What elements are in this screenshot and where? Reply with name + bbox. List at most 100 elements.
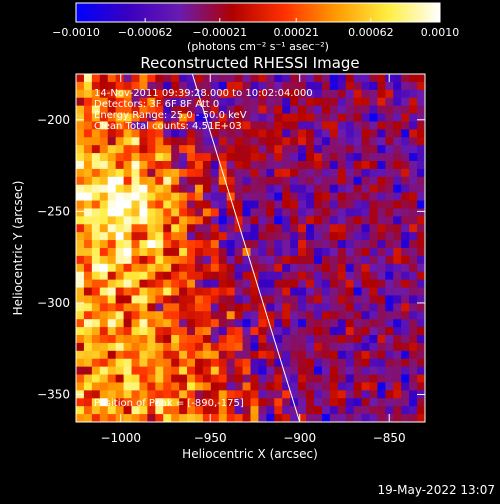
heatmap-cell — [115, 295, 125, 304]
heatmap-cell — [345, 145, 355, 154]
heatmap-cell — [258, 358, 267, 368]
heatmap-cell — [83, 406, 93, 415]
heatmap-cell — [353, 327, 363, 336]
heatmap-cell — [353, 358, 363, 368]
heatmap-cell — [321, 248, 331, 257]
heatmap-cell — [369, 271, 378, 281]
heatmap-cell — [298, 240, 307, 249]
heatmap-cell — [131, 145, 140, 154]
heatmap-cell — [321, 406, 331, 415]
heatmap-cell — [83, 398, 93, 407]
heatmap-cell — [290, 263, 299, 273]
heatmap-cell — [274, 192, 283, 202]
heatmap-cell — [337, 271, 347, 281]
heatmap-cell — [123, 248, 133, 257]
heatmap-cell — [409, 382, 418, 391]
heatmap-cell — [202, 161, 212, 170]
heatmap-cell — [123, 105, 133, 115]
heatmap-cell — [234, 374, 244, 383]
heatmap-cell — [282, 390, 291, 399]
heatmap-cell — [345, 366, 355, 376]
heatmap-cell — [250, 240, 259, 249]
heatmap-cell — [393, 390, 402, 399]
heatmap-cell — [321, 153, 331, 162]
heatmap-cell — [250, 255, 259, 265]
heatmap-cell — [345, 184, 355, 194]
heatmap-cell — [345, 342, 355, 352]
heatmap-cell — [306, 358, 315, 368]
heatmap-cell — [163, 192, 172, 202]
heatmap-cell — [234, 74, 244, 83]
heatmap-cell — [83, 414, 93, 422]
heatmap-cell — [76, 342, 85, 352]
heatmap-cell — [210, 137, 220, 146]
heatmap-cell — [139, 200, 148, 209]
heatmap-cell — [242, 105, 251, 115]
heatmap-cell — [179, 279, 188, 289]
heatmap-cell — [187, 311, 196, 320]
heatmap-cell — [258, 342, 267, 352]
heatmap-cell — [179, 168, 188, 178]
heatmap-cell — [266, 382, 275, 391]
heatmap-cell — [393, 414, 402, 422]
heatmap-cell — [409, 271, 418, 281]
heatmap-cell — [234, 153, 244, 162]
heatmap-cell — [202, 168, 212, 178]
heatmap-cell — [187, 232, 196, 241]
heatmap-cell — [91, 390, 101, 399]
heatmap-cell — [115, 390, 125, 399]
heatmap-cell — [131, 406, 140, 415]
heatmap-cell — [107, 263, 117, 273]
heatmap-cell — [131, 232, 140, 241]
heatmap-cell — [131, 358, 140, 368]
heatmap-cell — [282, 74, 291, 83]
heatmap-cell — [298, 200, 307, 209]
heatmap-cell — [377, 350, 386, 360]
heatmap-cell — [266, 137, 275, 146]
heatmap-cell — [329, 327, 339, 336]
heatmap-cell — [179, 295, 188, 304]
heatmap-cell — [361, 271, 370, 281]
heatmap-cell — [171, 208, 180, 217]
heatmap-cell — [131, 382, 140, 391]
heatmap-cell — [226, 232, 236, 241]
heatmap-cell — [306, 121, 315, 130]
heatmap-cell — [83, 382, 93, 391]
heatmap-cell — [329, 382, 339, 391]
heatmap-cell — [147, 240, 156, 249]
heatmap-cell — [210, 327, 220, 336]
heatmap-cell — [369, 224, 378, 233]
heatmap-cell — [401, 319, 410, 328]
heatmap-cell — [107, 327, 117, 336]
heatmap-cell — [313, 113, 323, 122]
heatmap-cell — [91, 81, 101, 91]
heatmap-cell — [139, 335, 148, 344]
heatmap-cell — [107, 168, 117, 178]
heatmap-cell — [313, 319, 323, 328]
heatmap-cell — [115, 350, 125, 360]
heatmap-cell — [274, 176, 283, 186]
heatmap-cell — [345, 406, 355, 415]
heatmap-cell — [266, 121, 275, 130]
heatmap-cell — [99, 398, 109, 407]
heatmap-cell — [218, 208, 228, 217]
heatmap-cell — [313, 121, 323, 130]
heatmap-cell — [139, 248, 148, 257]
heatmap-cell — [313, 303, 323, 312]
heatmap-cell — [210, 208, 220, 217]
heatmap-cell — [369, 74, 378, 83]
heatmap-cell — [76, 319, 85, 328]
heatmap-cell — [226, 271, 236, 281]
heatmap-cell — [171, 224, 180, 233]
heatmap-cell — [147, 350, 156, 360]
heatmap-cell — [282, 406, 291, 415]
heatmap-cell — [345, 200, 355, 209]
heatmap-cell — [282, 279, 291, 289]
heatmap-cell — [139, 382, 148, 391]
heatmap-cell — [131, 192, 140, 202]
heatmap-cell — [393, 129, 402, 138]
heatmap-cell — [179, 224, 188, 233]
heatmap-cell — [369, 145, 378, 154]
heatmap-cell — [250, 414, 259, 422]
heatmap-cell — [155, 358, 164, 368]
